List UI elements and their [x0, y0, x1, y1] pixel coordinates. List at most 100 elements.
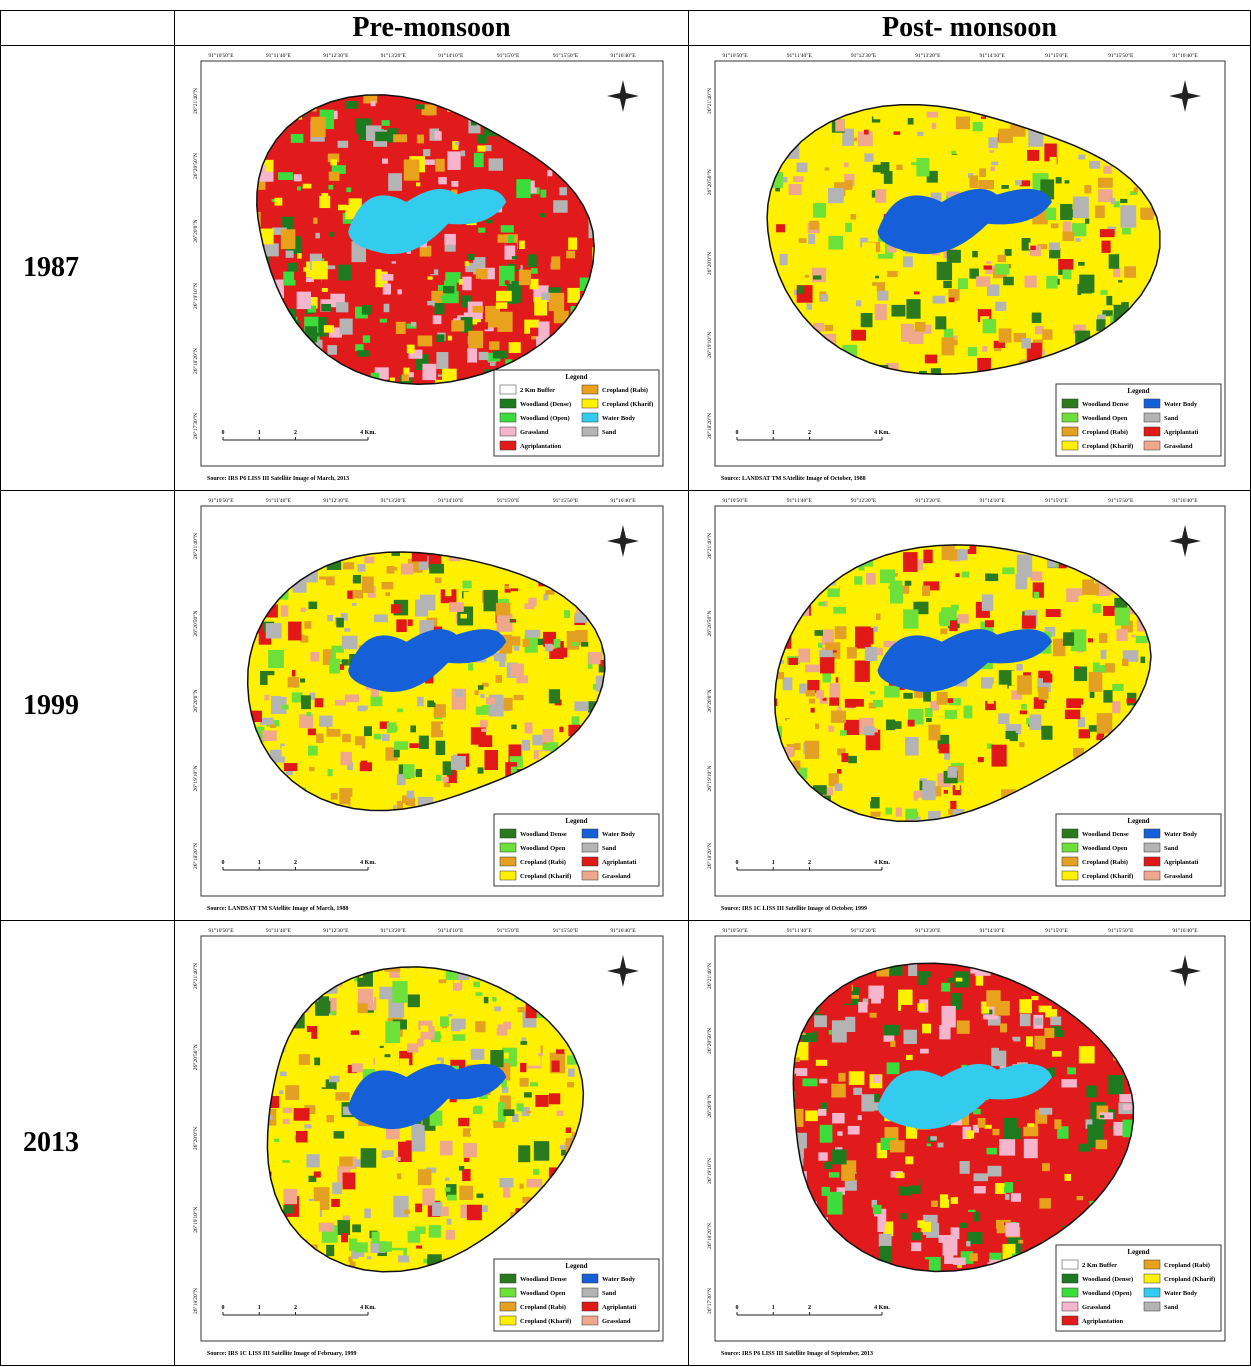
land-patch — [549, 1093, 560, 1104]
land-patch — [1101, 240, 1110, 252]
land-patch — [805, 274, 809, 277]
land-patch — [343, 682, 349, 690]
land-patch — [476, 268, 488, 278]
land-patch — [310, 651, 319, 661]
land-patch — [309, 766, 315, 770]
land-patch — [575, 215, 584, 226]
land-patch — [1088, 638, 1093, 642]
land-patch — [813, 203, 826, 218]
land-patch — [1052, 1051, 1062, 1057]
land-patch — [883, 1024, 899, 1035]
land-patch — [308, 745, 318, 755]
land-patch — [1112, 701, 1120, 713]
land-patch — [468, 330, 483, 347]
land-patch — [990, 166, 995, 171]
land-patch — [417, 696, 423, 706]
land-patch — [1066, 588, 1078, 602]
legend-swatch — [1062, 871, 1078, 880]
land-patch — [925, 354, 937, 363]
land-patch — [464, 1157, 470, 1161]
land-patch — [1044, 1027, 1054, 1037]
legend-label: Woodland (Dense) — [520, 401, 571, 408]
land-patch — [319, 1222, 334, 1231]
map-cell: 91°10'50"E91°11'40"E91°12'30"E91°13'20"E… — [689, 921, 1251, 1366]
scale-label: 1 — [258, 430, 261, 436]
land-patch — [375, 1056, 391, 1064]
land-patch — [451, 755, 466, 769]
land-patch — [301, 695, 311, 709]
scale-label: 4 Km. — [874, 860, 890, 866]
land-patch — [436, 740, 446, 754]
land-patch — [976, 276, 990, 286]
land-patch — [870, 691, 875, 694]
land-patch — [819, 1078, 827, 1082]
land-patch — [853, 1087, 862, 1094]
land-patch — [906, 299, 920, 319]
land-patch — [556, 1049, 564, 1053]
lon-label: 91°14'10"E — [438, 927, 464, 934]
land-patch — [498, 234, 508, 242]
land-patch — [474, 152, 484, 166]
land-patch — [1073, 196, 1089, 218]
land-patch — [828, 235, 843, 249]
land-patch — [311, 116, 326, 136]
land-patch — [809, 220, 818, 229]
land-patch — [463, 1142, 477, 1156]
land-patch — [374, 733, 382, 739]
land-patch — [438, 374, 442, 376]
land-patch — [1136, 635, 1148, 642]
land-patch — [553, 200, 568, 212]
land-patch — [459, 1185, 473, 1199]
land-patch — [908, 719, 915, 726]
land-patch — [351, 1030, 360, 1034]
land-patch — [364, 726, 372, 736]
land-patch — [926, 717, 932, 721]
map-cell: 91°10'50"E91°11'40"E91°12'30"E91°13'20"E… — [689, 491, 1251, 921]
land-patch — [375, 131, 389, 141]
land-patch — [504, 1052, 509, 1058]
land-patch — [329, 1075, 340, 1081]
scale-label: 2 — [294, 860, 297, 866]
land-patch — [427, 276, 432, 279]
legend-swatch — [582, 1274, 598, 1283]
land-patch — [307, 152, 322, 169]
land-patch — [549, 271, 563, 280]
land-patch — [543, 594, 548, 600]
legend-swatch — [1062, 441, 1078, 450]
land-patch — [327, 345, 337, 355]
land-patch — [928, 724, 940, 740]
land-patch — [1011, 1193, 1021, 1202]
land-patch — [397, 708, 403, 712]
land-patch — [358, 564, 366, 572]
land-patch — [837, 1131, 842, 1135]
land-patch — [1134, 187, 1138, 192]
lat-label: 26°19'10"N — [192, 1206, 199, 1232]
legend-swatch — [1144, 1260, 1160, 1269]
land-patch — [353, 574, 361, 583]
land-patch — [474, 690, 478, 695]
legend-label: Cropland (Kharif) — [602, 401, 653, 408]
lulc-table: Pre-monsoon Post- monsoon 1987 91°10'50"… — [0, 10, 1251, 1366]
land-patch — [416, 182, 420, 186]
land-patch — [534, 1141, 549, 1161]
land-patch — [409, 372, 414, 377]
land-patch — [447, 151, 460, 169]
land-patch — [533, 1168, 539, 1174]
land-patch — [522, 739, 530, 750]
land-patch — [517, 1006, 524, 1011]
land-patch — [829, 697, 839, 705]
land-patch — [480, 613, 487, 617]
land-patch — [449, 672, 457, 677]
land-patch — [949, 620, 957, 630]
legend-label: Grassland — [1164, 873, 1193, 880]
land-patch — [557, 647, 567, 657]
land-patch — [903, 256, 913, 267]
land-patch — [342, 659, 349, 665]
land-patch — [332, 1182, 342, 1194]
land-patch — [331, 793, 338, 800]
land-patch — [514, 645, 520, 650]
land-patch — [554, 639, 561, 648]
land-patch — [1077, 1195, 1084, 1199]
land-patch — [543, 728, 554, 741]
land-patch — [404, 159, 420, 180]
